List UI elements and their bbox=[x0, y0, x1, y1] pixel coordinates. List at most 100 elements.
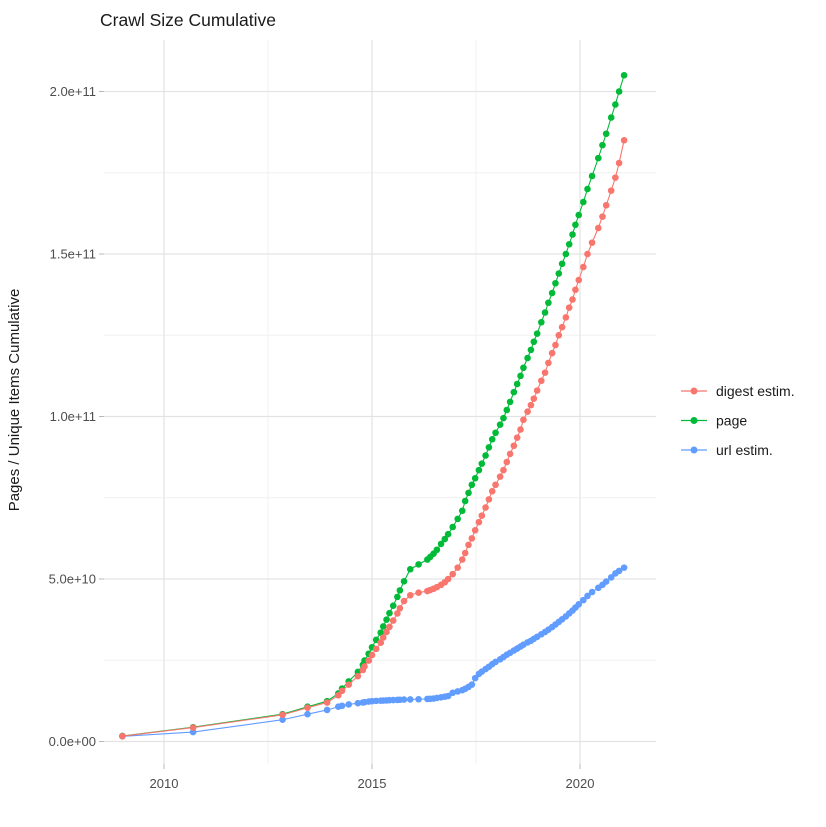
data-point bbox=[595, 154, 602, 162]
data-point bbox=[503, 458, 511, 466]
data-point bbox=[279, 711, 286, 719]
data-point bbox=[368, 651, 376, 659]
data-point bbox=[541, 309, 549, 316]
x-tick-label: 2010 bbox=[150, 776, 179, 791]
data-point bbox=[548, 349, 556, 357]
data-point bbox=[612, 174, 619, 181]
data-point bbox=[533, 387, 541, 394]
data-point bbox=[471, 526, 479, 534]
data-point bbox=[482, 504, 489, 511]
data-point bbox=[580, 596, 587, 604]
data-point bbox=[415, 561, 422, 568]
data-point bbox=[607, 114, 615, 121]
data-point bbox=[394, 610, 401, 617]
data-point bbox=[444, 530, 452, 538]
data-point bbox=[475, 466, 483, 474]
legend-item-page: page bbox=[681, 412, 747, 428]
data-point bbox=[569, 296, 576, 303]
data-point bbox=[575, 276, 583, 284]
data-point bbox=[323, 706, 331, 714]
data-point bbox=[506, 450, 514, 458]
data-point bbox=[599, 141, 606, 149]
data-point bbox=[361, 663, 368, 670]
data-point bbox=[612, 101, 619, 108]
data-point bbox=[458, 556, 466, 563]
data-point bbox=[449, 689, 457, 697]
data-point bbox=[354, 672, 362, 680]
y-tick-label: 2.0e+11 bbox=[50, 84, 96, 99]
data-point bbox=[555, 331, 563, 339]
data-point bbox=[538, 377, 545, 385]
data-point bbox=[189, 724, 197, 731]
series-line bbox=[122, 567, 625, 737]
data-point bbox=[279, 716, 286, 724]
data-point bbox=[572, 286, 579, 294]
series-url-estim bbox=[119, 564, 628, 740]
data-point bbox=[527, 346, 535, 354]
data-point bbox=[562, 250, 570, 258]
data-point bbox=[454, 515, 461, 523]
legend-key-point bbox=[690, 446, 698, 454]
data-point bbox=[520, 364, 527, 372]
data-point bbox=[588, 588, 596, 596]
data-point bbox=[458, 507, 466, 515]
axis-labels: 0.0e+00 5.0e+10 1.0e+11 1.5e+11 2.0e+11 2010 2… bbox=[49, 84, 595, 791]
data-point bbox=[400, 577, 408, 585]
data-point bbox=[524, 354, 531, 362]
data-point bbox=[513, 434, 521, 441]
data-point bbox=[500, 466, 507, 474]
data-point bbox=[575, 601, 583, 608]
data-point bbox=[444, 692, 452, 700]
data-point bbox=[615, 159, 623, 167]
y-tick-label: 1.5e+11 bbox=[50, 247, 96, 262]
data-point bbox=[304, 704, 311, 711]
data-point bbox=[524, 408, 531, 415]
data-point bbox=[517, 372, 524, 380]
legend-item-label: digest estim. bbox=[716, 383, 795, 399]
data-point bbox=[492, 429, 499, 437]
data-point bbox=[365, 657, 372, 664]
data-point bbox=[119, 732, 126, 740]
y-tick-label: 5.0e+10 bbox=[49, 572, 96, 587]
series-digest-estim bbox=[119, 136, 628, 740]
legend-item-digest-estim: digest estim. bbox=[681, 383, 795, 399]
data-point bbox=[538, 318, 545, 326]
data-point bbox=[389, 617, 397, 624]
data-point bbox=[377, 639, 385, 646]
data-point bbox=[461, 497, 469, 505]
data-point bbox=[615, 567, 623, 575]
data-point bbox=[433, 546, 441, 554]
data-point bbox=[444, 575, 452, 583]
data-point bbox=[503, 406, 511, 414]
data-point bbox=[406, 696, 414, 703]
data-point bbox=[345, 681, 353, 688]
data-point bbox=[488, 487, 496, 495]
data-point bbox=[488, 435, 496, 443]
data-point bbox=[565, 240, 573, 248]
axis-ticks bbox=[99, 91, 581, 769]
data-point bbox=[323, 699, 331, 706]
data-point bbox=[584, 185, 591, 193]
data-point bbox=[602, 578, 610, 585]
data-point bbox=[530, 395, 538, 402]
legend: digest estim. page url estim. bbox=[681, 383, 795, 458]
data-point bbox=[338, 702, 346, 710]
data-point bbox=[437, 540, 445, 548]
data-point bbox=[620, 71, 628, 79]
data-point bbox=[415, 589, 422, 596]
data-point bbox=[478, 460, 486, 467]
data-point bbox=[530, 338, 538, 346]
data-point bbox=[584, 592, 591, 600]
data-point bbox=[552, 279, 559, 287]
data-point bbox=[533, 330, 541, 337]
legend-item-label: url estim. bbox=[716, 442, 773, 458]
data-point bbox=[396, 587, 404, 594]
data-point bbox=[471, 474, 479, 482]
series-page bbox=[119, 71, 628, 740]
data-point bbox=[415, 695, 422, 703]
data-point bbox=[588, 172, 596, 180]
data-point bbox=[602, 201, 610, 209]
data-point bbox=[394, 593, 401, 601]
